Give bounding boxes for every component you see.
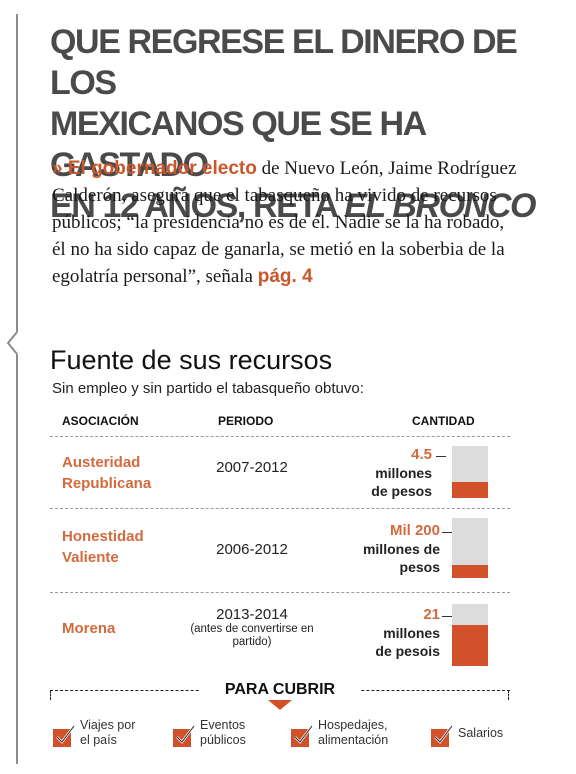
expense-label-line: Hospedajes,	[318, 718, 388, 732]
left-border-top	[16, 14, 18, 332]
table-row-association: Honestidad Valiente	[62, 526, 182, 568]
amount-bar-fill	[452, 625, 488, 666]
period-text: 2007-2012	[216, 459, 288, 476]
amount-unit: pesos	[399, 559, 440, 575]
para-cubrir-title: PARA CUBRIR	[200, 681, 360, 699]
amount-number: 21	[423, 606, 440, 623]
checkbox-checked-icon	[291, 725, 313, 747]
period-note: (antes de convertirse en partido)	[190, 623, 314, 648]
association-name: Republicana	[62, 475, 152, 492]
expense-label-line: Salarios	[458, 726, 504, 740]
expense-label-line: Viajes por	[80, 718, 136, 732]
amount-bar-fill	[452, 482, 488, 498]
amount-unit: de pesos	[371, 483, 432, 499]
para-cubrir-bracket-right	[508, 690, 509, 700]
section-subtitle: Sin empleo y sin partido el tabasqueño o…	[52, 380, 364, 397]
association-name: Austeridad	[62, 454, 141, 471]
checkbox-checked-icon	[53, 725, 75, 747]
headline-line-3: EN 12 AÑOS, RETA EL BRONCO	[50, 186, 550, 227]
row-divider	[50, 592, 510, 593]
amount-leader-line	[442, 616, 452, 617]
table-row-association: Austeridad Republicana	[62, 452, 182, 494]
expense-label: Eventos públicos	[200, 718, 246, 748]
amount-unit: millones	[383, 625, 440, 641]
headline-italic: EL BRONCO	[344, 187, 536, 225]
expense-label-line: Eventos	[200, 718, 246, 732]
expense-label-line: públicos	[200, 733, 246, 747]
headline-line-1: QUE REGRESE EL DINERO DE LOS	[50, 23, 518, 102]
table-row-amount: 4.5 millones de pesos	[320, 446, 432, 500]
amount-unit: millones de	[362, 541, 440, 557]
amount-bar-fill	[452, 564, 488, 578]
column-header-amount: CANTIDAD	[412, 414, 475, 428]
association-name: Morena	[62, 620, 116, 637]
table-row-association: Morena	[62, 618, 182, 639]
table-row-period: 2013-2014 (antes de convertirse en parti…	[182, 606, 322, 649]
amount-bar-track	[452, 518, 488, 578]
border-notch	[6, 332, 18, 354]
amount-leader-line	[436, 456, 446, 457]
checkbox-checked-icon	[431, 725, 453, 747]
table-row-period: 2007-2012	[182, 459, 322, 476]
lede-paragraph: » El gobernador electo de Nuevo León, Ja…	[52, 155, 522, 290]
amount-leader-line	[442, 532, 452, 533]
headline: QUE REGRESE EL DINERO DE LOS MEXICANOS Q…	[50, 22, 550, 227]
row-divider	[50, 508, 510, 509]
row-divider	[50, 436, 510, 437]
left-border-bottom	[16, 354, 18, 764]
page-reference-link[interactable]: pág. 4	[257, 266, 313, 287]
expense-label-line: el país	[80, 733, 117, 747]
para-cubrir-bracket-left	[50, 690, 51, 700]
expense-label: Viajes por el país	[80, 718, 135, 748]
period-text: 2006-2012	[216, 541, 288, 558]
down-arrow-icon	[268, 700, 292, 710]
column-header-association: ASOCIACIÓN	[62, 414, 139, 428]
amount-unit: de pesois	[375, 643, 440, 659]
period-text: 2013-2014	[216, 606, 288, 623]
headline-line-3-text: EN 12 AÑOS, RETA	[50, 187, 345, 225]
amount-bar-track	[452, 446, 488, 498]
table-row-amount: Mil 200 millones de pesos	[328, 522, 440, 576]
association-name: Valiente	[62, 549, 119, 566]
section-title: Fuente de sus recursos	[50, 345, 333, 375]
checkbox-checked-icon	[173, 725, 195, 747]
lede-marker: » El gobernador electo	[52, 158, 257, 179]
amount-number: 4.5	[411, 446, 432, 463]
column-header-period: PERIODO	[218, 414, 274, 428]
lede-body: de Nuevo León, Jaime Rodríguez Calderón,…	[52, 158, 517, 287]
expense-label: Hospedajes, alimentación	[318, 718, 388, 748]
amount-number: Mil 200	[389, 522, 440, 539]
headline-line-2: MEXICANOS QUE SE HA GASTADO	[50, 105, 426, 184]
amount-bar-track	[452, 604, 488, 666]
association-name: Honestidad	[62, 528, 144, 545]
table-row-amount: 21 millones de pesois	[328, 606, 440, 660]
expense-label: Salarios	[458, 726, 503, 741]
table-row-period: 2006-2012	[182, 541, 322, 558]
expense-label-line: alimentación	[318, 733, 389, 747]
amount-unit: millones	[375, 465, 432, 481]
